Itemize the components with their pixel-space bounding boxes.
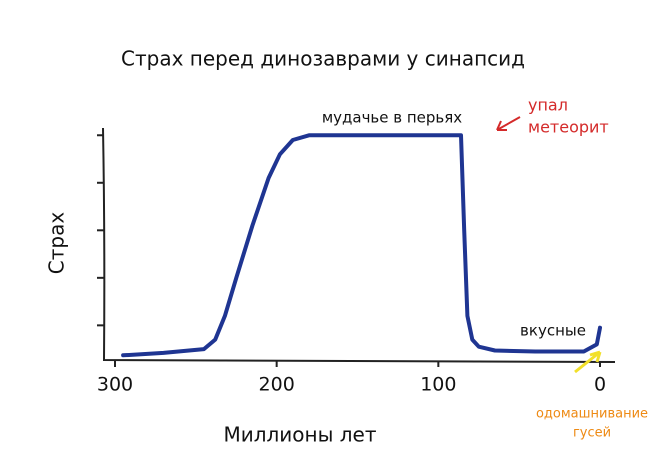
meteor-arrow <box>496 116 521 131</box>
x-tick-label: 300 <box>97 374 133 396</box>
geese-arrow <box>574 350 602 374</box>
annotation: упал <box>528 96 568 115</box>
x-tick-label: 100 <box>420 374 456 396</box>
annotation: метеорит <box>528 118 609 137</box>
x-tick-label: 200 <box>259 374 295 396</box>
annotation: одомашнивание <box>536 407 648 422</box>
x-axis-label: Миллионы лет <box>223 423 376 447</box>
x-tick-label: 0 <box>594 374 606 396</box>
annotation: мудачье в перьях <box>322 109 462 127</box>
chart-title: Страх перед динозаврами у синапсид <box>121 47 525 71</box>
annotation: вкусные <box>520 322 586 340</box>
axes <box>102 127 616 363</box>
y-axis-label: Страх <box>45 212 69 275</box>
annotation: гусей <box>573 426 611 441</box>
line <box>121 133 602 358</box>
